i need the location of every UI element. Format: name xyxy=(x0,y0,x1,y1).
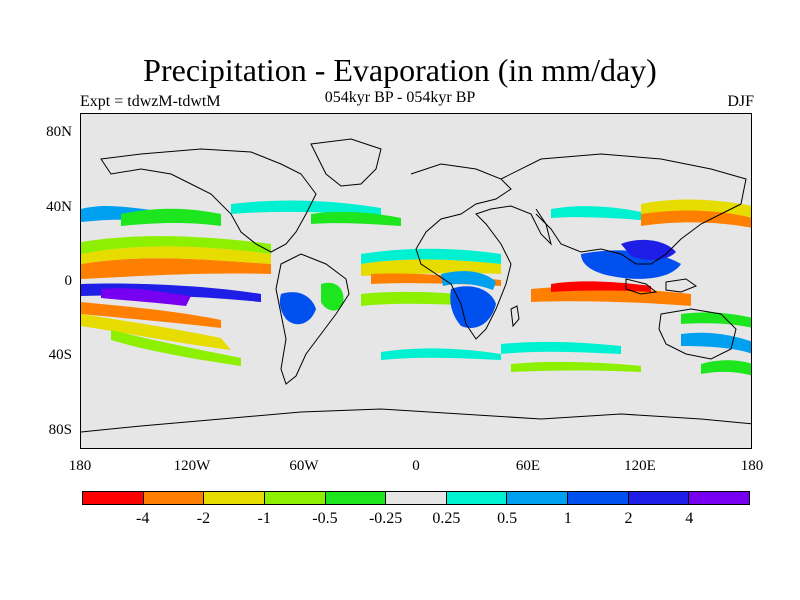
colorbar-label: -2 xyxy=(196,510,211,527)
colorbar-box xyxy=(386,492,447,504)
colorbar-box xyxy=(689,492,750,504)
colorbar-box xyxy=(446,492,508,504)
colorbar-label: 4 xyxy=(685,510,694,527)
colorbar-label: 1 xyxy=(563,510,572,527)
colorbar-box xyxy=(568,492,629,504)
x-axis-label-120e: 120E xyxy=(624,458,656,474)
colorbar-box xyxy=(628,492,690,504)
colorbar-box xyxy=(264,492,326,504)
y-axis-label-80n: 80N xyxy=(46,124,72,140)
y-axis-label-80s: 80S xyxy=(48,422,72,438)
y-axis-label-40n: 40N xyxy=(46,199,72,215)
colorbar xyxy=(82,491,750,505)
precipitation-evaporation-map xyxy=(81,138,751,433)
colorbar-box xyxy=(83,492,144,504)
x-axis-label-60w: 60W xyxy=(289,458,319,474)
coastlines xyxy=(81,138,751,433)
x-axis-label-180e: 180 xyxy=(740,458,764,474)
colorbar-box xyxy=(325,492,387,504)
colorbar-box xyxy=(507,492,569,504)
colorbar-label: 0.5 xyxy=(497,510,518,527)
colorbar-label: -4 xyxy=(136,510,150,527)
colorbar-label: -0.25 xyxy=(368,510,403,527)
y-axis-label-40s: 40S xyxy=(48,347,72,363)
colorbar-box xyxy=(143,492,205,504)
chart-subtitle: 054kyr BP - 054kyr BP xyxy=(324,89,476,106)
map-plot-area xyxy=(80,113,752,449)
colorbar-label: -0.5 xyxy=(312,510,338,527)
season-label: DJF xyxy=(727,93,754,110)
x-axis-label-180w: 180 xyxy=(68,458,92,474)
x-axis-label-0: 0 xyxy=(412,458,420,474)
colorbar-box xyxy=(204,492,265,504)
colorbar-label: 0.25 xyxy=(432,510,461,527)
experiment-label: Expt = tdwzM-tdwtM xyxy=(80,93,221,110)
chart-title: Precipitation - Evaporation (in mm/day) xyxy=(143,52,657,88)
x-axis-label-120w: 120W xyxy=(173,458,211,474)
colorbar-label: -1 xyxy=(257,510,271,527)
colorbar-label: 2 xyxy=(624,510,633,527)
contour-fills xyxy=(81,199,751,376)
x-axis-label-60e: 60E xyxy=(515,458,541,474)
y-axis-label-0: 0 xyxy=(64,273,73,289)
